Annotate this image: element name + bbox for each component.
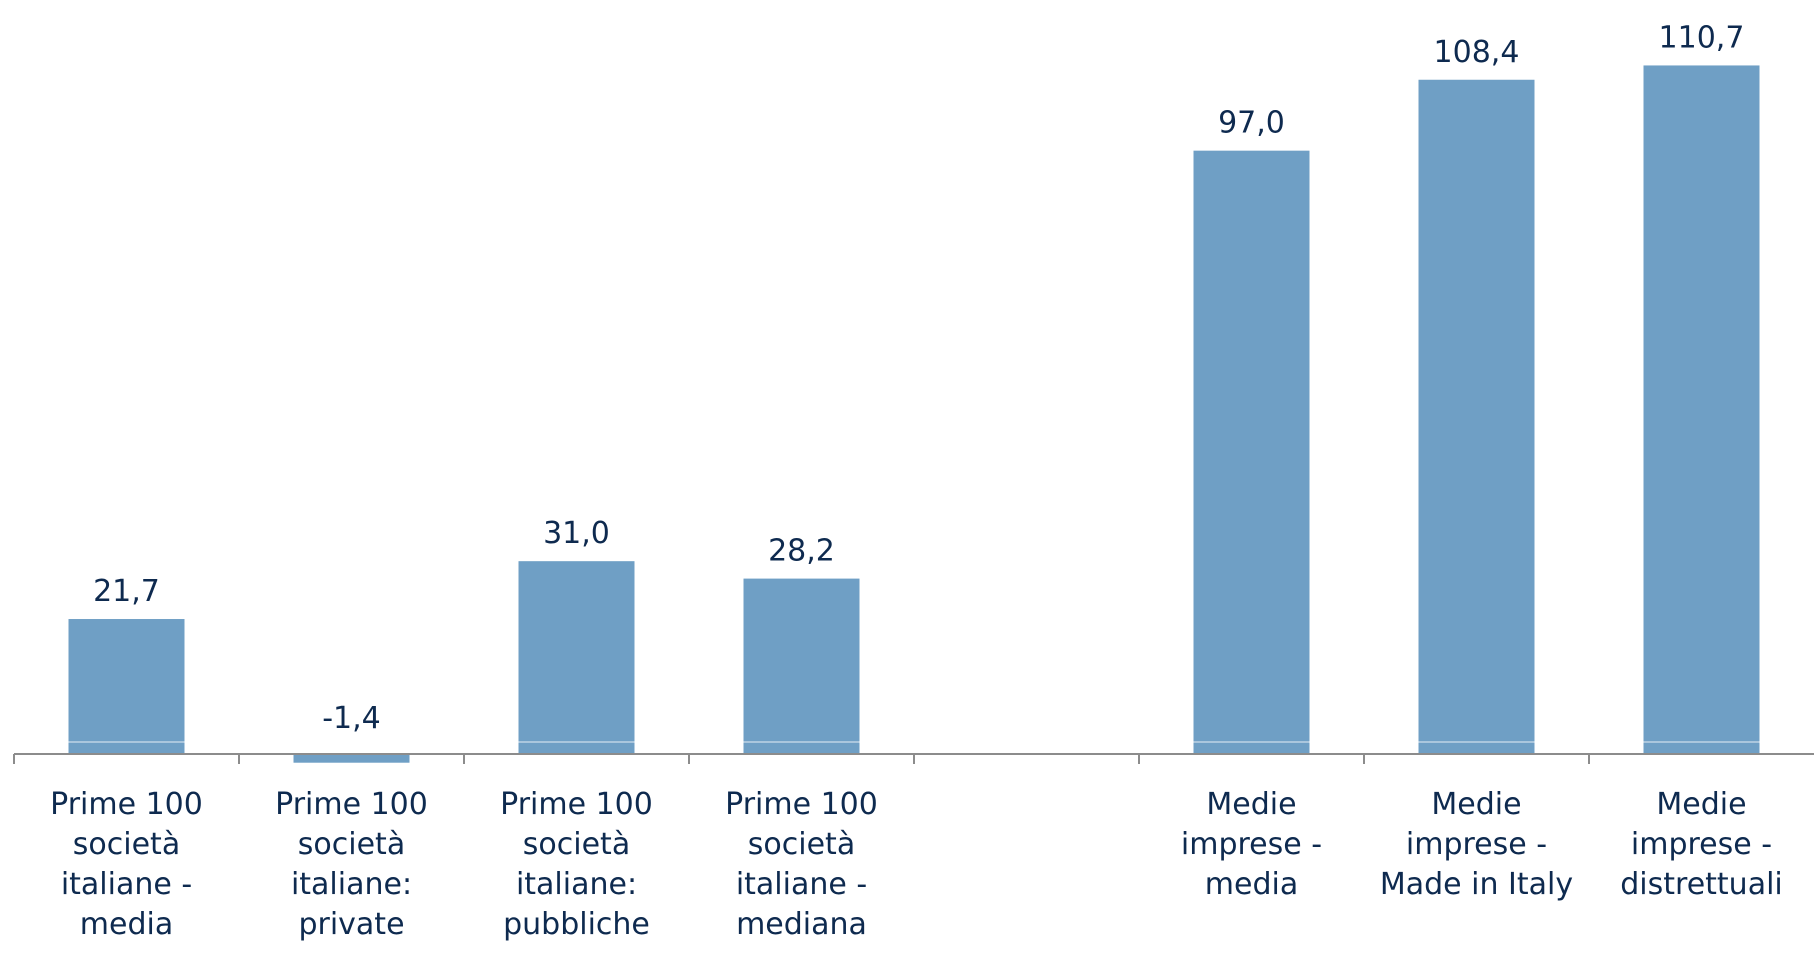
data-label: 21,7 (93, 574, 160, 609)
bar (68, 619, 185, 754)
x-tick-label: Medie (1656, 787, 1746, 822)
data-label: 110,7 (1659, 20, 1745, 55)
x-axis (13, 753, 1814, 764)
x-tick-label: distrettuali (1620, 867, 1783, 902)
x-tick-label: Prime 100 (50, 787, 203, 822)
x-tick-label: italiane: (291, 867, 412, 902)
x-tick-label: imprese - (1406, 827, 1547, 862)
x-tick-label: private (298, 907, 404, 942)
x-tick-label: imprese - (1631, 827, 1772, 862)
x-tick-label: Prime 100 (500, 787, 653, 822)
bar (743, 578, 860, 754)
x-tick-label: società (73, 827, 180, 862)
x-tick-label: italiane: (516, 867, 637, 902)
data-label: -1,4 (322, 701, 381, 736)
data-label: 97,0 (1218, 106, 1285, 141)
bar (1418, 79, 1535, 754)
x-tick-label: media (1205, 867, 1298, 902)
data-label: 108,4 (1434, 35, 1520, 70)
x-tick-label: media (80, 907, 173, 942)
x-tick-label: Made in Italy (1380, 867, 1573, 902)
category-labels-group: Prime 100 società italiane - media Prime 100… (50, 787, 1783, 942)
bar (1643, 65, 1760, 755)
bars-group (68, 65, 1760, 763)
x-tick-label: pubbliche (503, 907, 650, 942)
x-tick-label: imprese - (1181, 827, 1322, 862)
bar (293, 754, 410, 763)
bar (1193, 150, 1310, 754)
x-tick-label: società (748, 827, 855, 862)
data-label: 31,0 (543, 516, 610, 551)
bar (518, 561, 635, 754)
x-tick-label: mediana (736, 907, 867, 942)
x-tick-label: Medie (1206, 787, 1296, 822)
x-tick-label: italiane - (736, 867, 867, 902)
value-labels-group: 21,7 -1,4 31,0 28,2 97,0 108,4 110,7 (93, 20, 1744, 736)
x-tick-label: società (523, 827, 630, 862)
x-tick-label: italiane - (61, 867, 192, 902)
data-label: 28,2 (768, 534, 835, 569)
x-tick-label: Medie (1431, 787, 1521, 822)
x-tick-label: Prime 100 (275, 787, 428, 822)
x-tick-label: Prime 100 (725, 787, 878, 822)
x-tick-label: società (298, 827, 405, 862)
